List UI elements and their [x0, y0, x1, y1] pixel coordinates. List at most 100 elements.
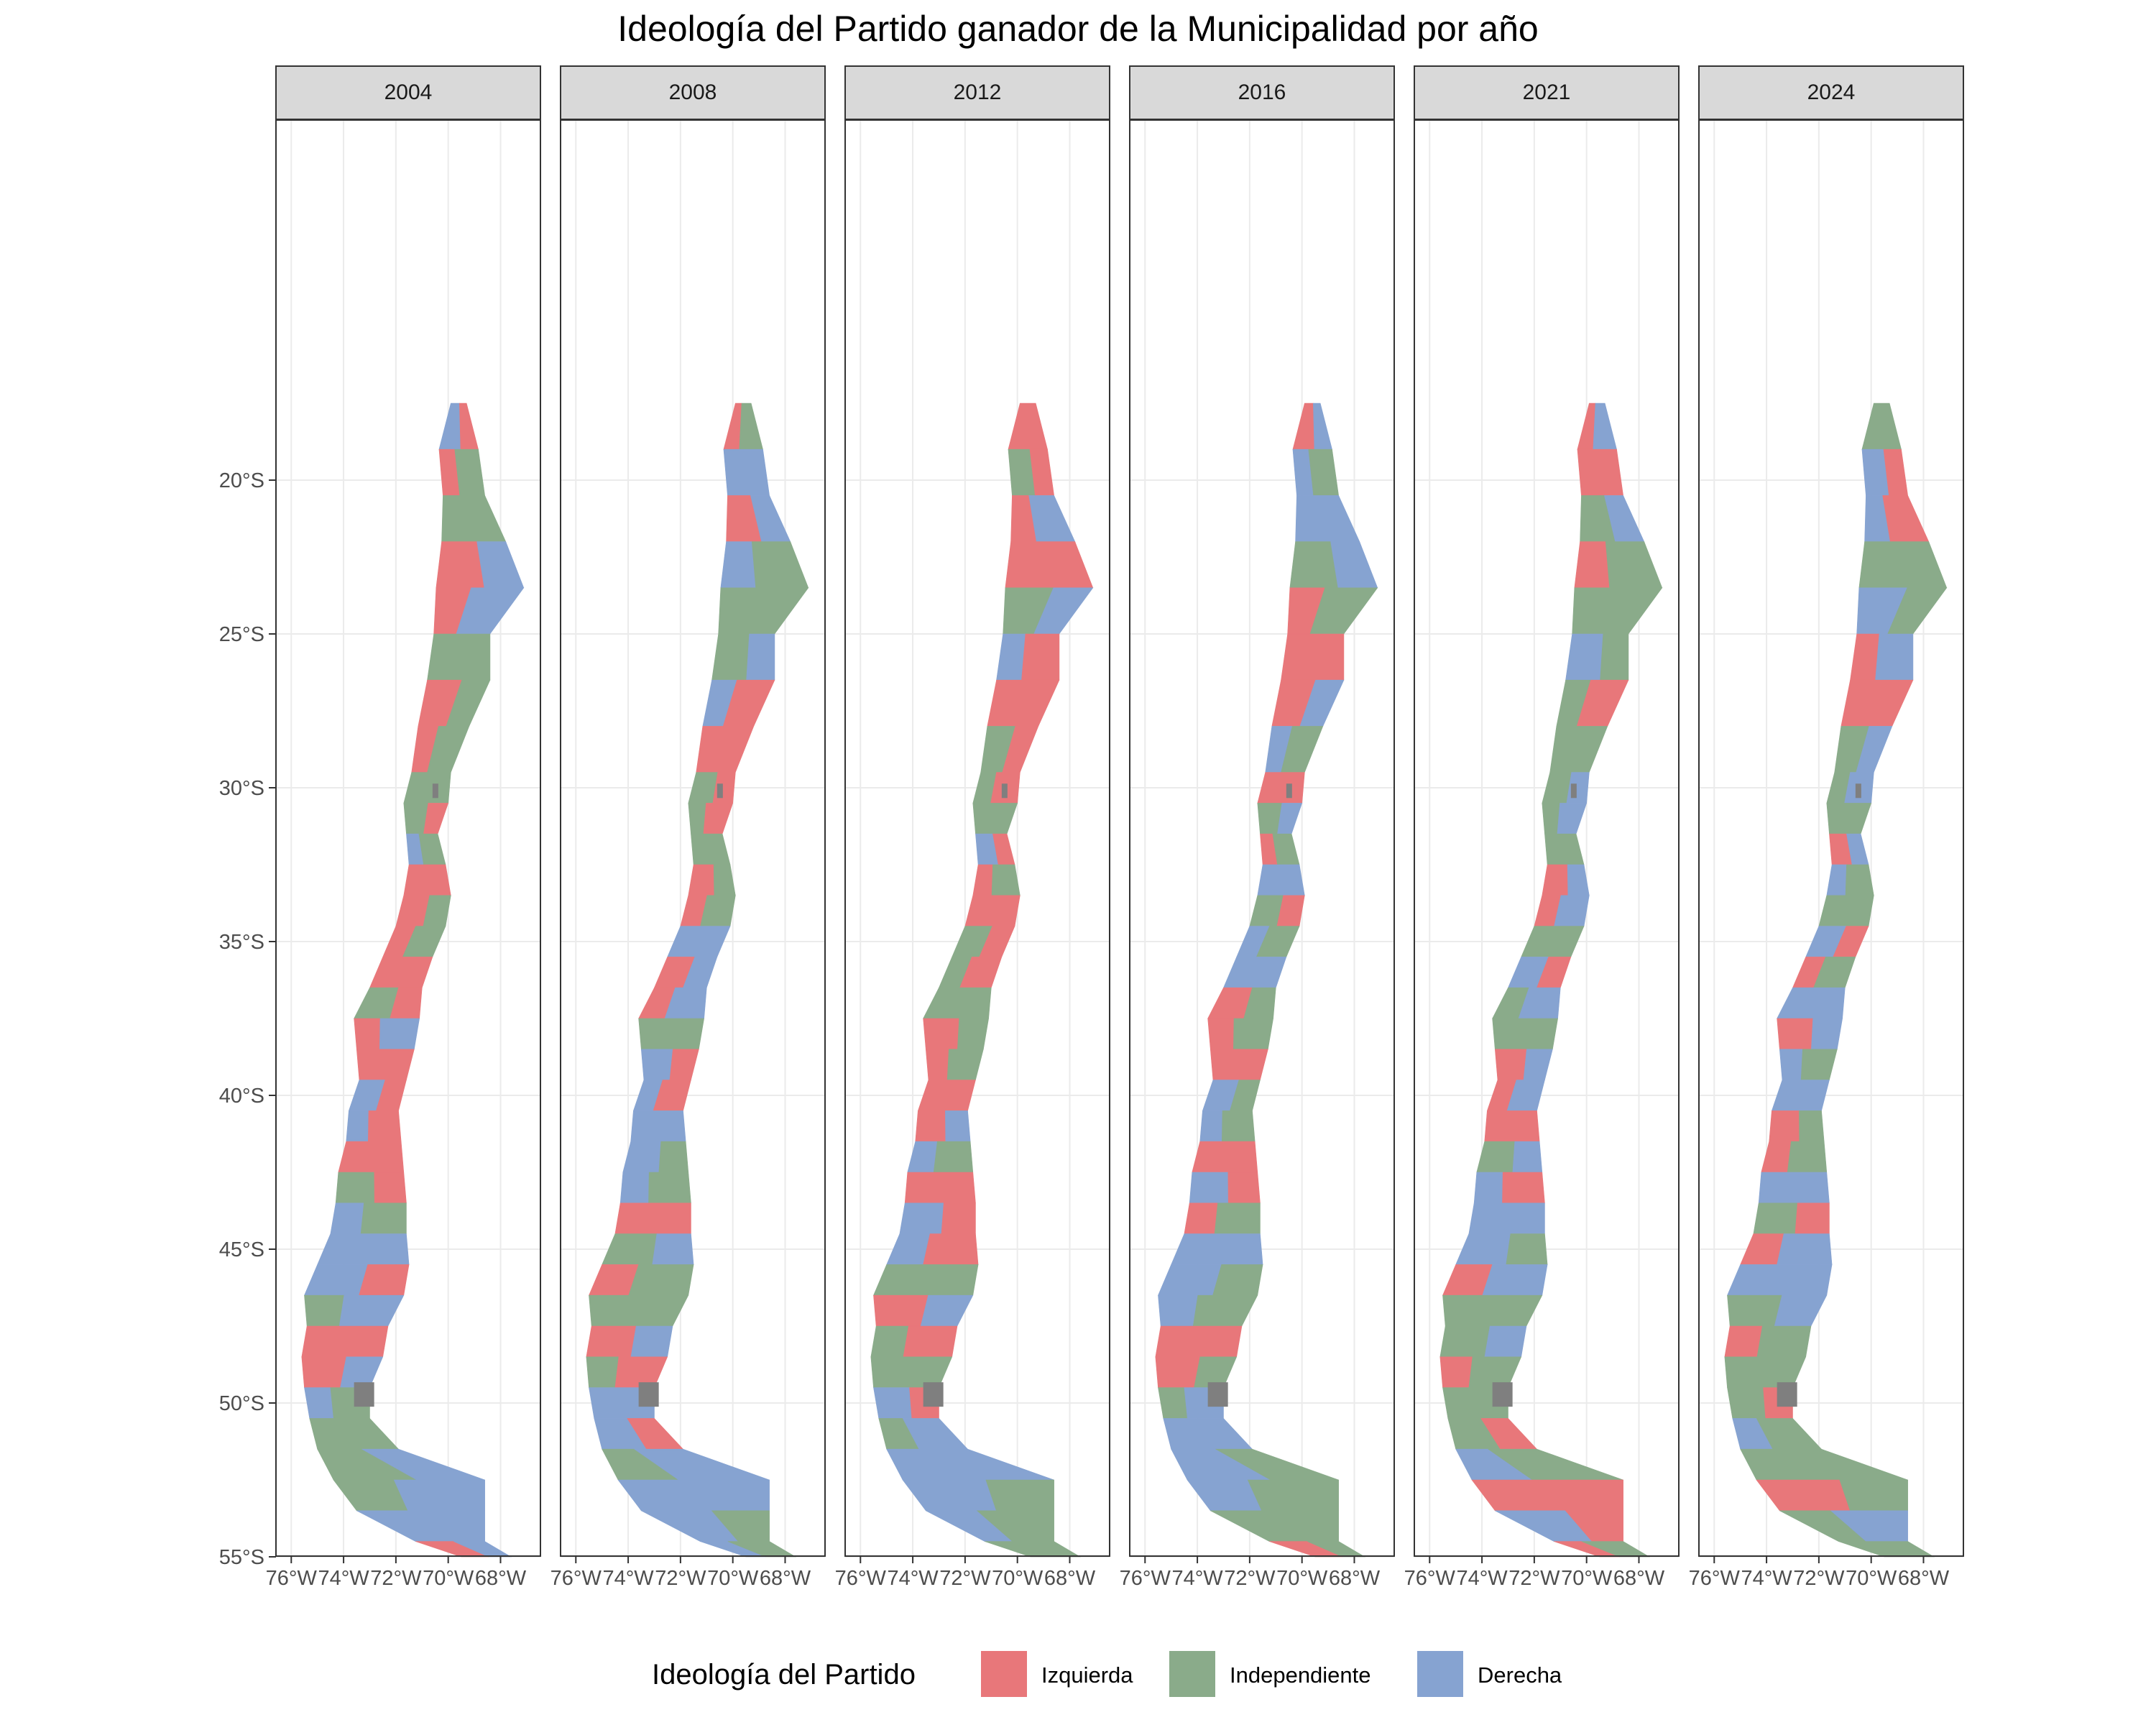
comuna-region: [1512, 1141, 1543, 1173]
comuna-region: [1787, 1141, 1828, 1173]
comuna-region: [1289, 541, 1339, 589]
comuna-region: [1494, 1049, 1527, 1080]
comuna-region: [1189, 1172, 1229, 1204]
comuna-region: [393, 1479, 485, 1512]
x-tick-label: 70°W: [707, 1567, 759, 1590]
x-tick-label: 72°W: [370, 1567, 422, 1590]
comuna-region: [1210, 1049, 1268, 1080]
y-tick-label: 55°S: [219, 1546, 264, 1569]
facet-strip: [275, 65, 541, 120]
comuna-region: [338, 1141, 405, 1173]
y-tick-label: 30°S: [219, 777, 264, 800]
comuna-region: [923, 1018, 960, 1050]
facet-strip-label: 2024: [1807, 80, 1856, 104]
x-tick-label: 74°W: [1171, 1567, 1223, 1590]
comuna-region: [720, 541, 756, 589]
comuna-region: [1221, 1110, 1256, 1142]
x-tick-label: 72°W: [939, 1567, 991, 1590]
comuna-region: [436, 541, 485, 589]
comuna-region: [619, 1172, 650, 1204]
legend-items: Izquierda Independiente Derecha: [981, 1651, 1562, 1697]
missing-data-patch: [717, 783, 723, 799]
y-tick-label: 45°S: [219, 1238, 264, 1261]
x-tick-label: 70°W: [423, 1567, 474, 1590]
x-tick-label: 76°W: [1120, 1567, 1171, 1590]
comuna-region: [870, 1325, 909, 1358]
comuna-region: [925, 1049, 949, 1080]
comuna-region: [1473, 1172, 1503, 1204]
comuna-region: [1158, 1387, 1188, 1419]
y-tick-label: 25°S: [219, 623, 264, 646]
map-2004: [301, 402, 525, 1558]
comuna-region: [335, 1172, 375, 1204]
comuna-region: [658, 1141, 689, 1173]
comuna-region: [991, 864, 1021, 896]
comuna-region: [614, 1202, 691, 1234]
comuna-region: [1207, 1018, 1235, 1050]
facet-strip-label: 2008: [669, 80, 717, 104]
x-tick-label: 74°W: [602, 1567, 654, 1590]
comuna-region: [1155, 1356, 1201, 1388]
x-tick-label: 76°W: [835, 1567, 887, 1590]
facet-panel-2004: 2004 76°W 74°W 72°W 70°W 68°W: [266, 65, 541, 1590]
figure-title: Ideología del Partido ganador de la Muni…: [617, 9, 1538, 49]
x-tick-label: 74°W: [1456, 1567, 1508, 1590]
legend-key-independiente: [1169, 1651, 1215, 1697]
legend-label: Izquierda: [1041, 1662, 1133, 1688]
comuna-region: [915, 1110, 946, 1142]
comuna-region: [1233, 1018, 1273, 1050]
panel-border: [1414, 119, 1680, 1557]
panel-border: [1698, 119, 1964, 1557]
x-tick-label: 68°W: [1613, 1567, 1665, 1590]
comuna-region: [379, 1018, 420, 1050]
comuna-region: [1212, 1264, 1263, 1296]
comuna-region: [630, 1110, 686, 1142]
comuna-region: [903, 1325, 958, 1358]
facet-strip: [1129, 65, 1395, 120]
comuna-region: [873, 1294, 929, 1327]
facet-panel-2021: 2021 76°W 74°W 72°W 70°W 68°W: [1404, 65, 1680, 1590]
comuna-region: [1542, 803, 1560, 834]
comuna-region: [1257, 864, 1305, 896]
x-tick-label: 74°W: [887, 1567, 939, 1590]
legend-label: Independiente: [1230, 1662, 1371, 1688]
comuna-region: [1727, 1387, 1766, 1419]
missing-data-patch: [1777, 1382, 1797, 1407]
comuna-region: [1574, 541, 1610, 589]
facet-panel-2016: 2016 76°W 74°W 72°W 70°W 68°W: [1120, 65, 1395, 1590]
missing-data-patch: [354, 1382, 374, 1407]
comuna-region: [1506, 1233, 1548, 1265]
map-2012: [870, 402, 1094, 1558]
comuna-region: [1442, 1294, 1543, 1327]
comuna-region: [1727, 1294, 1782, 1327]
x-tick-label: 76°W: [266, 1567, 318, 1590]
facet-strip: [560, 65, 826, 120]
comuna-region: [1777, 1233, 1833, 1265]
comuna-region: [923, 1233, 979, 1265]
panel-border: [1129, 119, 1395, 1557]
comuna-region: [688, 803, 706, 834]
comuna-region: [957, 1018, 989, 1050]
comuna-region: [301, 1356, 347, 1388]
comuna-region: [1727, 1264, 1833, 1296]
comuna-region: [1192, 1141, 1258, 1173]
missing-data-patch: [638, 1382, 659, 1407]
x-tick-label: 76°W: [550, 1567, 602, 1590]
comuna-region: [356, 1049, 415, 1080]
comuna-region: [330, 1202, 364, 1234]
comuna-region: [1468, 1202, 1545, 1234]
map-2021: [1439, 402, 1663, 1558]
legend-key-derecha: [1417, 1651, 1463, 1697]
comuna-region: [1492, 1018, 1558, 1050]
comuna-region: [403, 864, 451, 896]
comuna-region: [904, 1172, 976, 1204]
map-2016: [1155, 402, 1378, 1558]
comuna-region: [1158, 1294, 1199, 1327]
comuna-region: [586, 1356, 619, 1388]
x-tick-label: 74°W: [318, 1567, 369, 1590]
x-tick-label: 68°W: [475, 1567, 527, 1590]
comuna-region: [1439, 1356, 1473, 1388]
comuna-region: [317, 1233, 410, 1265]
comuna-region: [1484, 1325, 1527, 1358]
